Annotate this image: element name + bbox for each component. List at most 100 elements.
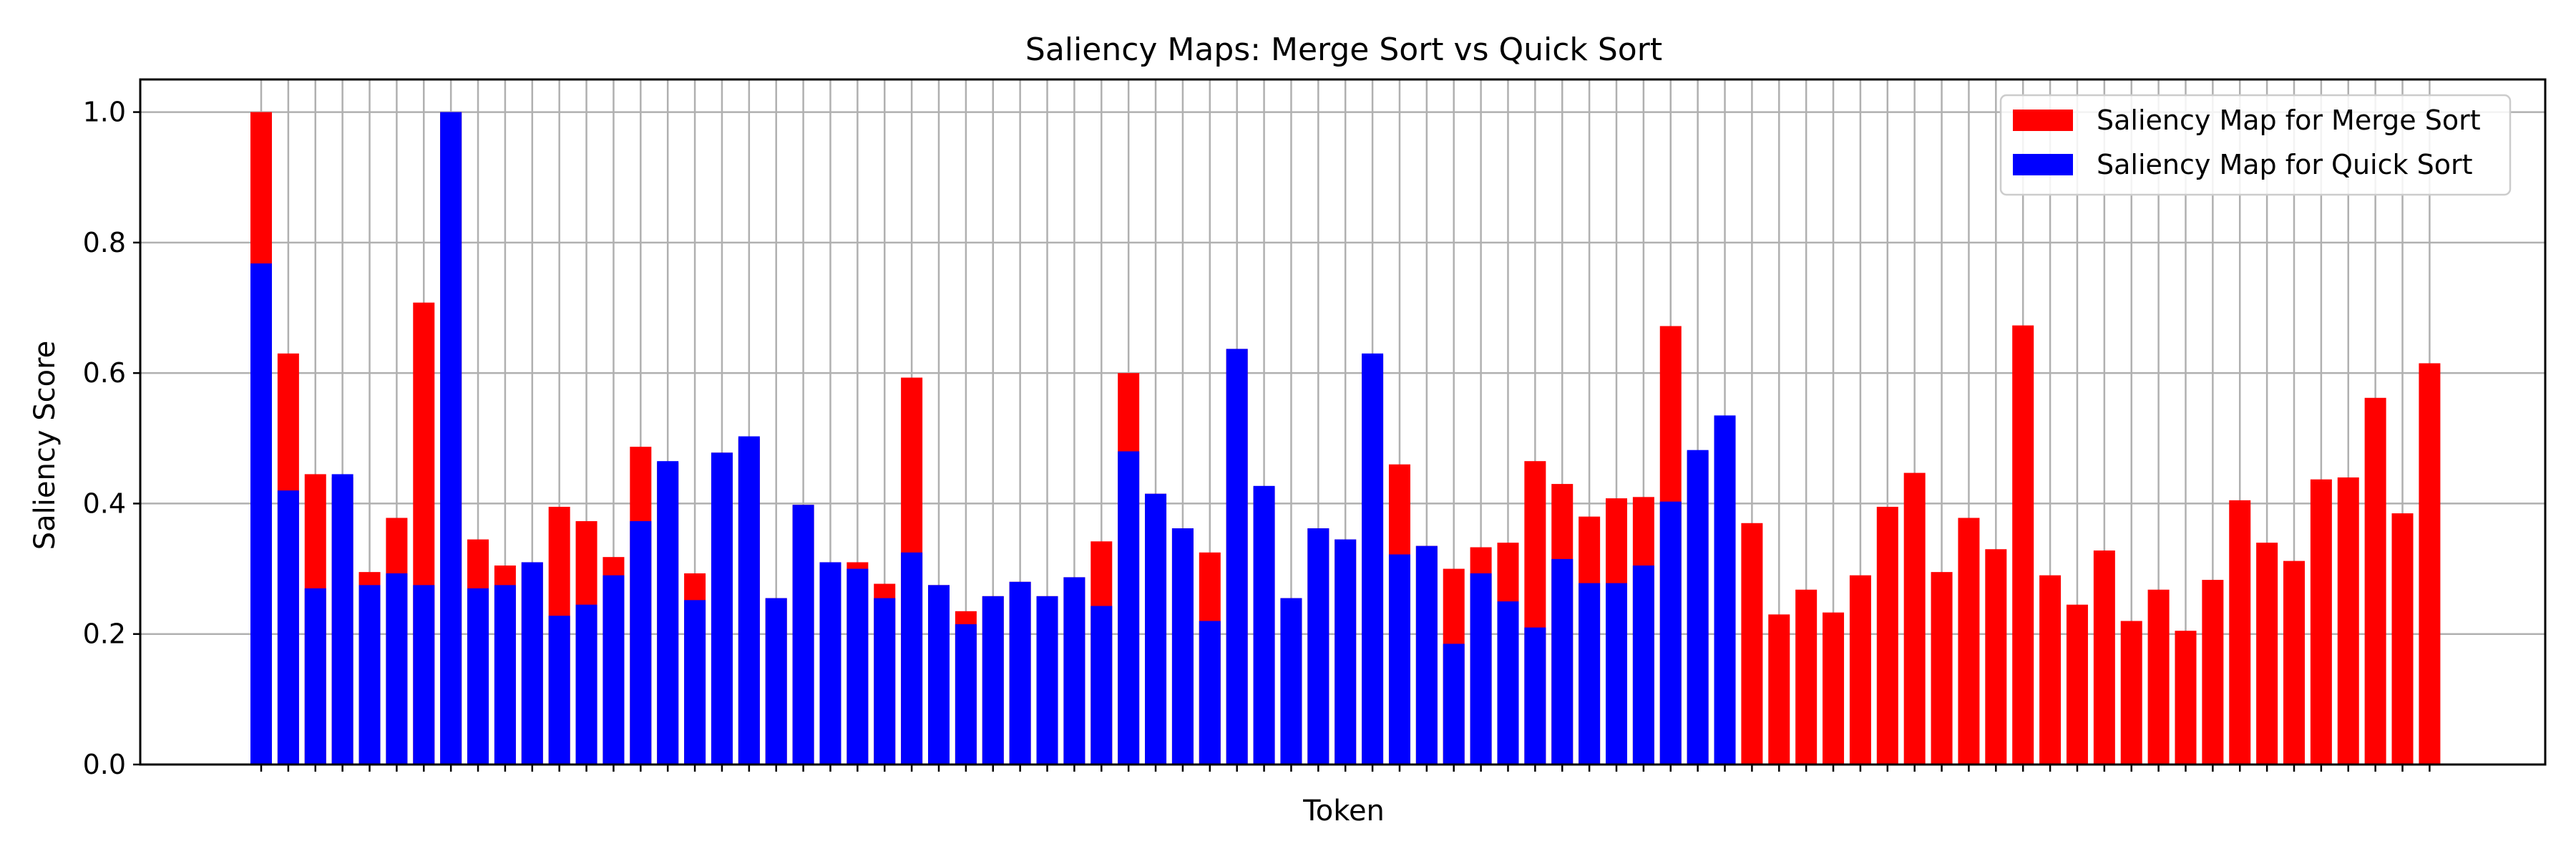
bar-merge-sort: [2093, 550, 2115, 765]
bar-merge-sort: [1958, 518, 1980, 765]
bars: [250, 112, 2441, 765]
bar-merge-sort: [1768, 614, 1790, 765]
bar-quick-sort: [1443, 644, 1465, 765]
bar-quick-sort: [1199, 621, 1221, 765]
bar-merge-sort: [1931, 572, 1953, 765]
legend: Saliency Map for Merge Sort Saliency Map…: [1999, 94, 2512, 196]
bar-quick-sort: [575, 604, 597, 765]
bar-quick-sort: [847, 568, 869, 765]
legend-swatch-quick-sort: [2013, 154, 2073, 175]
bar-merge-sort: [2364, 397, 2386, 765]
bar-quick-sort: [1551, 558, 1574, 765]
bar-quick-sort: [413, 585, 435, 765]
bar-quick-sort: [1579, 583, 1601, 765]
bar-quick-sort: [494, 585, 516, 765]
bar-quick-sort: [1009, 581, 1031, 765]
y-tick-label: 1.0: [83, 97, 126, 128]
legend-swatch-merge-sort: [2013, 110, 2073, 131]
bar-merge-sort: [1795, 589, 1818, 765]
bar-quick-sort: [684, 600, 706, 765]
bar-quick-sort: [1226, 349, 1248, 765]
bar-quick-sort: [1659, 501, 1682, 765]
bar-quick-sort: [874, 598, 896, 765]
bar-merge-sort: [2066, 604, 2088, 765]
bar-quick-sort: [1415, 545, 1438, 765]
legend-label-merge-sort: Saliency Map for Merge Sort: [2097, 105, 2481, 136]
bar-quick-sort: [304, 588, 326, 765]
bar-quick-sort: [765, 598, 787, 765]
y-tick-label: 0.8: [83, 227, 126, 258]
bar-quick-sort: [1145, 493, 1167, 765]
y-tick-label: 0.4: [83, 487, 126, 519]
axis-ticks: 0.0 0.2 0.4 0.6 0.8 1.0: [83, 97, 2431, 780]
y-tick-label: 0.0: [83, 749, 126, 780]
bar-merge-sort: [2256, 543, 2278, 765]
bar-merge-sort: [2229, 500, 2251, 765]
bar-quick-sort: [928, 585, 950, 765]
bar-merge-sort: [1849, 575, 1871, 765]
bar-quick-sort: [819, 562, 841, 765]
bar-merge-sort: [1876, 506, 1898, 765]
bar-merge-sort: [2202, 580, 2224, 765]
bar-quick-sort: [1524, 627, 1546, 765]
bar-quick-sort: [1036, 596, 1058, 765]
legend-label-quick-sort: Saliency Map for Quick Sort: [2097, 149, 2472, 180]
bar-quick-sort: [1253, 485, 1275, 765]
bar-quick-sort: [792, 505, 814, 765]
bar-quick-sort: [955, 624, 977, 765]
bar-quick-sort: [602, 575, 625, 765]
bar-quick-sort: [548, 616, 570, 765]
bar-quick-sort: [901, 552, 923, 765]
y-tick-label: 0.6: [83, 357, 126, 389]
bar-merge-sort: [1741, 523, 1763, 765]
bar-quick-sort: [1280, 598, 1302, 765]
bar-quick-sort: [467, 588, 489, 765]
bar-merge-sort: [2012, 325, 2034, 765]
bar-merge-sort: [1903, 472, 1926, 765]
bar-quick-sort: [1091, 606, 1113, 765]
bar-quick-sort: [358, 585, 381, 765]
bar-quick-sort: [1335, 539, 1357, 765]
bar-quick-sort: [738, 436, 760, 765]
bar-merge-sort: [2283, 560, 2305, 765]
bar-quick-sort: [1307, 528, 1330, 765]
bar-quick-sort: [1714, 415, 1736, 765]
bar-quick-sort: [630, 521, 652, 765]
bar-merge-sort: [2391, 513, 2414, 765]
bar-quick-sort: [277, 490, 299, 765]
bar-quick-sort: [1687, 450, 1709, 765]
bar-merge-sort: [2419, 363, 2441, 765]
bar-quick-sort: [1118, 451, 1140, 765]
x-axis-label: Token: [1302, 795, 1385, 828]
bar-quick-sort: [386, 573, 408, 765]
bar-quick-sort: [1171, 528, 1194, 765]
bar-quick-sort: [982, 596, 1004, 765]
bar-merge-sort: [2147, 589, 2170, 765]
bar-quick-sort: [331, 474, 353, 765]
bar-quick-sort: [440, 112, 462, 765]
y-axis-label: Saliency Score: [29, 341, 62, 550]
bar-merge-sort: [2039, 575, 2062, 765]
bar-quick-sort: [1470, 573, 1492, 765]
bar-merge-sort: [2175, 631, 2197, 765]
bar-quick-sort: [1063, 577, 1085, 765]
plot-frame: [139, 78, 2547, 766]
chart-title: Saliency Maps: Merge Sort vs Quick Sort: [1025, 31, 1662, 68]
bar-quick-sort: [657, 461, 679, 765]
bar-merge-sort: [2310, 479, 2332, 765]
bar-merge-sort: [1985, 549, 2007, 765]
bar-merge-sort: [2120, 621, 2142, 765]
bar-quick-sort: [521, 562, 543, 765]
bar-quick-sort: [1606, 583, 1627, 765]
bar-quick-sort: [1497, 601, 1519, 765]
bar-quick-sort: [1388, 554, 1410, 765]
bar-quick-sort: [711, 452, 733, 765]
bar-merge-sort: [2337, 477, 2359, 765]
bar-quick-sort: [250, 263, 272, 765]
bar-quick-sort: [1632, 566, 1654, 765]
legend-box: [1999, 94, 2512, 196]
bar-quick-sort: [1362, 353, 1384, 765]
y-tick-label: 0.2: [83, 618, 126, 650]
bar-merge-sort: [1823, 612, 1845, 765]
